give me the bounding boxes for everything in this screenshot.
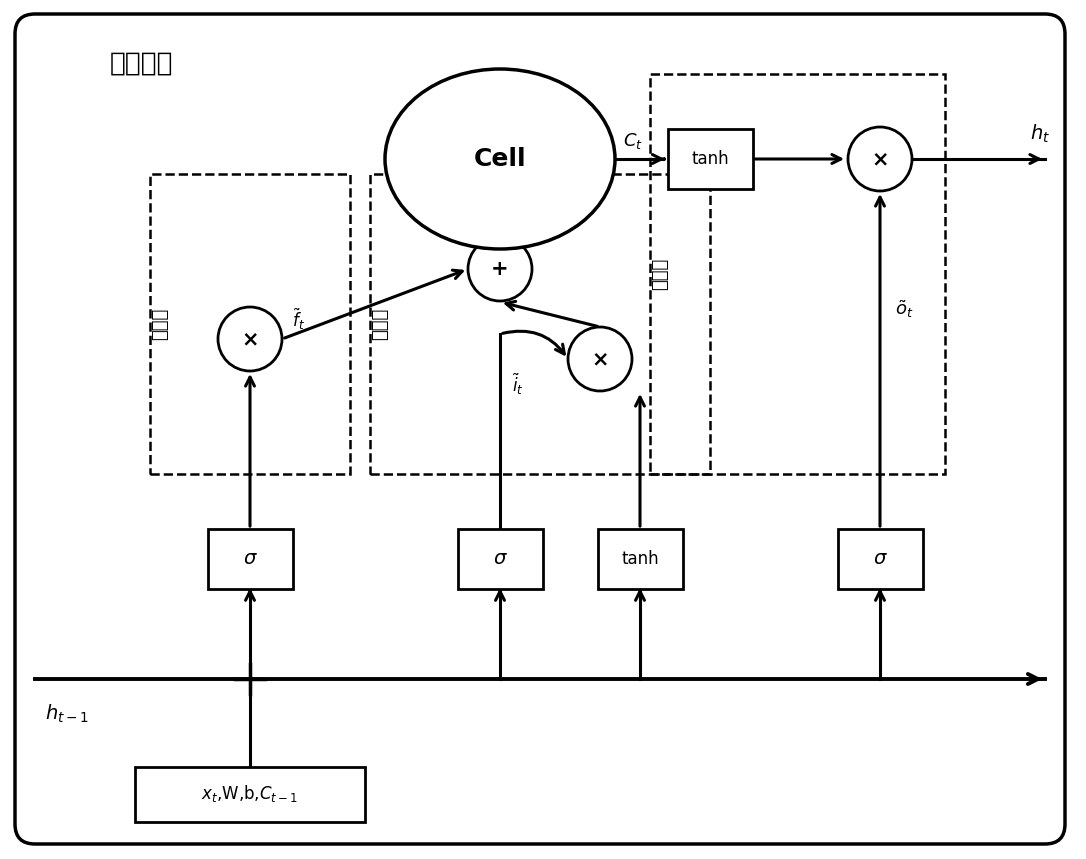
Text: $\sigma$: $\sigma$ [242,550,257,569]
Text: tanh: tanh [621,550,659,568]
Text: $\sigma$: $\sigma$ [872,550,887,569]
FancyBboxPatch shape [668,129,753,189]
FancyArrowPatch shape [503,332,565,354]
FancyBboxPatch shape [597,529,682,589]
FancyBboxPatch shape [207,529,292,589]
Text: $\tilde{i}_t$: $\tilde{i}_t$ [512,371,523,397]
Text: 记忆单元: 记忆单元 [110,51,174,77]
Text: $h_t$: $h_t$ [1030,123,1050,145]
FancyBboxPatch shape [135,766,365,821]
Text: $\tilde{o}_t$: $\tilde{o}_t$ [895,298,913,320]
Text: $C_t$: $C_t$ [623,131,643,151]
Circle shape [568,327,632,391]
Text: $h_{t-1}$: $h_{t-1}$ [45,703,89,725]
Text: tanh: tanh [691,150,729,168]
FancyBboxPatch shape [837,529,922,589]
Text: 输入门: 输入门 [371,308,389,340]
Text: $\sigma$: $\sigma$ [493,550,507,569]
Text: $x_t$,W,b,$C_{t-1}$: $x_t$,W,b,$C_{t-1}$ [202,783,299,805]
Text: ×: × [241,329,258,349]
Ellipse shape [386,69,615,249]
FancyBboxPatch shape [457,529,543,589]
Text: ×: × [591,349,609,369]
Circle shape [218,307,282,371]
Text: 输出门: 输出门 [651,258,669,290]
Text: Cell: Cell [473,147,527,171]
Text: +: + [491,259,509,279]
FancyBboxPatch shape [15,14,1065,844]
Circle shape [468,237,532,301]
Text: ×: × [871,149,888,169]
Circle shape [848,127,912,191]
Text: 忘记门: 忘记门 [151,308,169,340]
Text: $\tilde{f}_t$: $\tilde{f}_t$ [292,307,305,332]
